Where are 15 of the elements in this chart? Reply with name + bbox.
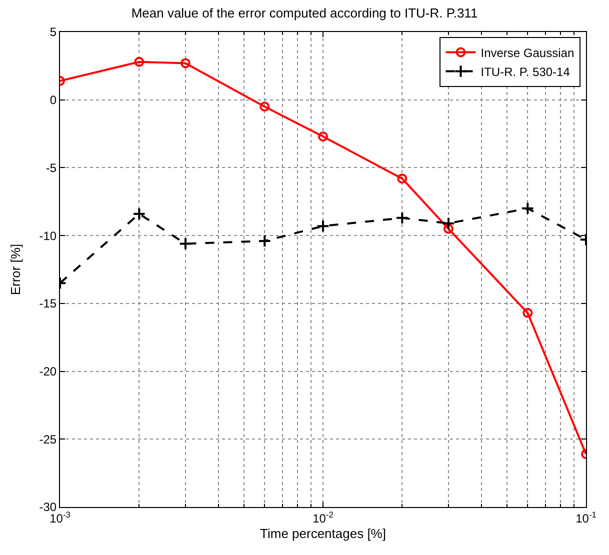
y-tick-label: -20 [39,364,57,378]
chart-title: Mean value of the error computed according to ITU-R. P.311 [131,5,478,20]
y-tick-label: 5 [50,25,57,40]
x-tick-label: 10$^{-1}$ [576,509,597,526]
y-tick-label: -15 [39,296,57,311]
y-tick-label: -5 [46,160,57,175]
y-axis-title: Error [%] [8,244,24,296]
y-tick-label: -25 [39,432,57,446]
x-axis-title: Time percentages [%] [260,526,386,541]
legend-label: Inverse Gaussian [480,46,574,60]
x-tick-label: 10$^{-2}$ [312,509,334,526]
y-tick-label: -10 [39,228,57,243]
y-tick-label: 0 [50,93,57,108]
y-tick-label: -30 [39,500,57,514]
legend-label: ITU-R. P. 530-14 [480,64,570,79]
